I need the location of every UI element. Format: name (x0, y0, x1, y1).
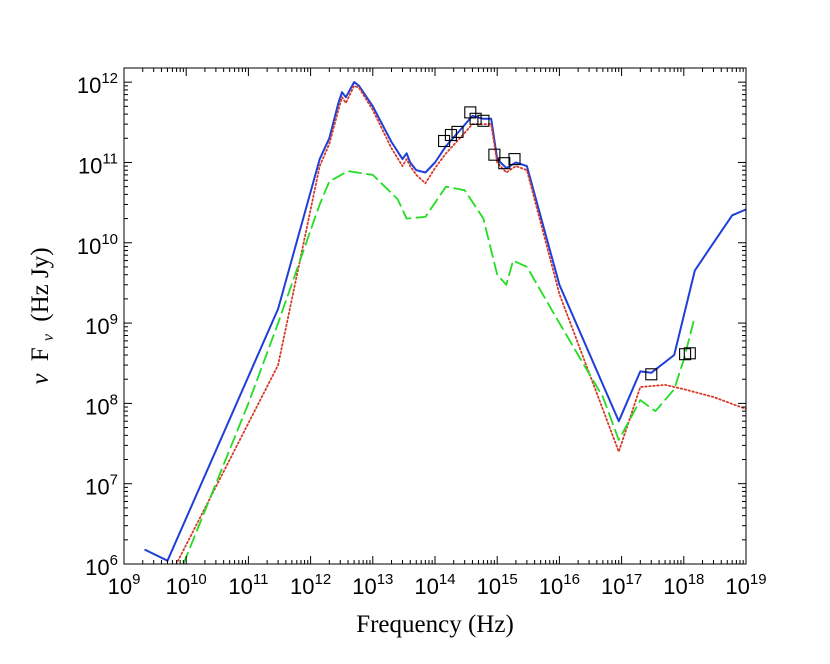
data-point-marker (679, 348, 692, 361)
series-line-dotted (175, 84, 746, 564)
x-tick-label: 109 (108, 571, 141, 599)
data-point-marker (683, 347, 696, 360)
data-point-marker (498, 157, 511, 170)
data-point-marker (645, 368, 658, 381)
y-tick-label: 106 (85, 552, 118, 580)
x-axis-title: Frequency (Hz) (356, 611, 514, 638)
observation-markers (438, 106, 696, 381)
x-tick-label: 1013 (352, 571, 393, 599)
y-axis-title-sub: ν (40, 333, 57, 341)
y-tick-label: 1010 (77, 231, 118, 259)
x-tick-label: 1016 (539, 571, 580, 599)
data-point-marker (451, 125, 464, 138)
series-line-solid (144, 81, 746, 562)
x-tick-label: 1017 (601, 571, 642, 599)
series-line-dashed (182, 170, 696, 564)
data-point-marker (444, 128, 457, 142)
data-point-marker (508, 153, 521, 166)
x-tick-label: 1019 (725, 571, 766, 599)
x-tick-label: 1010 (166, 571, 207, 599)
y-tick-label: 1012 (77, 70, 118, 98)
y-axis-title-f: F (27, 347, 54, 361)
y-axis-title-units: (Hz Jy) (27, 247, 54, 321)
y-axis-title: ν F ν (Hz Jy) (27, 247, 59, 384)
plot-frame (123, 67, 747, 565)
y-tick-label: 108 (85, 391, 118, 419)
y-tick-labels: 106 107 108 109 1010 1011 1012 (77, 70, 118, 580)
x-tick-labels: 109 1010 1011 1012 1013 1014 1015 1016 1017 1018 1… (108, 571, 767, 599)
x-tick-label: 1018 (663, 571, 704, 599)
data-point-marker (488, 148, 501, 161)
axis-ticks (123, 68, 747, 565)
x-tick-label: 1011 (228, 571, 268, 599)
x-tick-label: 1012 (290, 571, 331, 599)
x-tick-label: 1015 (477, 571, 518, 599)
y-tick-label: 1011 (78, 150, 118, 178)
data-point-marker (477, 114, 490, 127)
y-tick-label: 109 (85, 311, 118, 339)
data-point-marker (469, 112, 482, 125)
y-tick-label: 107 (85, 472, 118, 500)
x-tick-label: 1014 (414, 571, 455, 599)
y-axis-title-nu: ν (27, 373, 54, 385)
plot-curves (144, 81, 746, 564)
